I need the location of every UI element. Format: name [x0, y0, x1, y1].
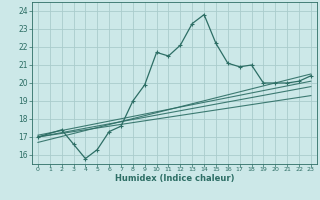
X-axis label: Humidex (Indice chaleur): Humidex (Indice chaleur) [115, 174, 234, 183]
